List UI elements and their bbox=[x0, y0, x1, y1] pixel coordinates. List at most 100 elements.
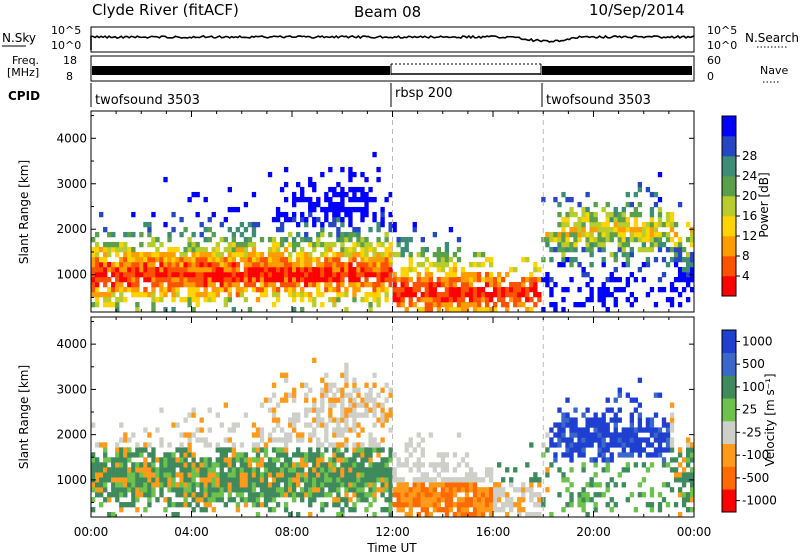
power-cell bbox=[167, 231, 172, 238]
power-cell bbox=[545, 231, 550, 238]
power-cell bbox=[685, 221, 691, 228]
power-cell bbox=[340, 196, 345, 203]
power-cell bbox=[452, 286, 458, 293]
velocity-cell bbox=[292, 397, 297, 403]
velocity-cell bbox=[509, 482, 514, 488]
power-cell bbox=[279, 266, 285, 273]
power-cell bbox=[219, 221, 224, 228]
velocity-cell bbox=[300, 457, 305, 463]
power-cell bbox=[320, 206, 325, 213]
power-cell bbox=[480, 296, 486, 303]
power-cell bbox=[376, 286, 381, 293]
velocity-cell bbox=[275, 447, 281, 453]
power-cell bbox=[191, 281, 196, 288]
power-cell bbox=[296, 261, 301, 268]
velocity-cell bbox=[577, 497, 582, 503]
velocity-cell bbox=[460, 487, 466, 493]
power-cell bbox=[601, 221, 606, 228]
velocity-cell bbox=[308, 457, 313, 463]
velocity-cell bbox=[376, 392, 381, 398]
velocity-cell bbox=[368, 502, 373, 508]
power-cell bbox=[91, 251, 96, 258]
power-cell bbox=[332, 302, 337, 308]
power-cell bbox=[657, 241, 663, 248]
velocity-cell bbox=[432, 507, 438, 513]
velocity-cell bbox=[296, 447, 301, 453]
power-cell bbox=[376, 226, 381, 233]
freq-tick-top: 18 bbox=[63, 54, 77, 67]
power-cell bbox=[316, 201, 321, 208]
velocity-cell bbox=[179, 452, 184, 458]
power-cell bbox=[404, 307, 409, 313]
velocity-cell bbox=[287, 477, 293, 483]
power-cell bbox=[348, 236, 353, 243]
velocity-cell bbox=[388, 407, 393, 413]
power-cell bbox=[243, 266, 249, 273]
velocity-cell bbox=[420, 477, 425, 483]
velocity-cell bbox=[428, 512, 433, 518]
power-cell bbox=[131, 211, 136, 218]
power-cell bbox=[609, 226, 614, 233]
velocity-cell bbox=[336, 457, 341, 463]
power-cell bbox=[99, 291, 104, 298]
power-cell bbox=[344, 236, 349, 243]
velocity-cell bbox=[669, 417, 675, 423]
power-cell bbox=[388, 256, 393, 263]
power-cell bbox=[171, 281, 176, 288]
velocity-cell bbox=[657, 452, 663, 458]
power-cell bbox=[247, 251, 253, 258]
velocity-cell bbox=[685, 447, 691, 453]
power-cell bbox=[456, 302, 462, 308]
date-title: 10/Sep/2014 bbox=[589, 1, 685, 19]
power-cell bbox=[432, 261, 438, 268]
power-cell bbox=[649, 241, 655, 248]
velocity-cell bbox=[332, 482, 337, 488]
power-cell bbox=[589, 251, 594, 258]
velocity-cell bbox=[384, 382, 389, 388]
power-cell bbox=[577, 221, 582, 228]
power-cell bbox=[416, 271, 421, 278]
velocity-cell bbox=[364, 382, 369, 388]
power-cell bbox=[320, 302, 325, 308]
velocity-cell bbox=[267, 462, 273, 468]
velocity-cell bbox=[340, 452, 345, 458]
velocity-cell bbox=[292, 462, 297, 468]
velocity-cell bbox=[677, 492, 683, 498]
power-cell bbox=[308, 176, 313, 183]
velocity-cell bbox=[340, 387, 345, 393]
power-cell bbox=[287, 266, 293, 273]
power-cell bbox=[215, 286, 220, 293]
power-cell bbox=[127, 286, 132, 293]
velocity-cell bbox=[304, 452, 309, 458]
velocity-cell bbox=[601, 417, 606, 423]
power-cell bbox=[199, 281, 204, 288]
power-cell bbox=[203, 286, 208, 293]
velocity-cell bbox=[231, 482, 237, 488]
power-cell bbox=[408, 302, 413, 308]
velocity-cell bbox=[267, 432, 273, 438]
power-cell bbox=[665, 211, 671, 218]
power-cell bbox=[139, 231, 144, 238]
velocity-cell bbox=[625, 497, 630, 503]
velocity-cell bbox=[275, 502, 281, 508]
velocity-cell bbox=[396, 477, 401, 483]
power-cell bbox=[601, 281, 606, 288]
power-cell bbox=[601, 256, 606, 263]
velocity-cell bbox=[625, 462, 630, 468]
power-cell bbox=[613, 221, 618, 228]
velocity-cell bbox=[364, 477, 369, 483]
velocity-cell bbox=[605, 462, 610, 468]
velocity-cell bbox=[215, 462, 220, 468]
velocity-cell bbox=[597, 432, 602, 438]
power-cell bbox=[328, 246, 333, 253]
velocity-cell bbox=[372, 512, 377, 518]
power-cell bbox=[300, 307, 305, 313]
power-cell bbox=[332, 251, 337, 258]
power-cell bbox=[239, 256, 245, 263]
power-cell bbox=[292, 296, 297, 303]
power-cell bbox=[227, 246, 232, 253]
power-cell bbox=[336, 211, 341, 218]
velocity-cell bbox=[119, 502, 124, 508]
velocity-cell bbox=[263, 502, 269, 508]
velocity-cell bbox=[316, 442, 321, 448]
